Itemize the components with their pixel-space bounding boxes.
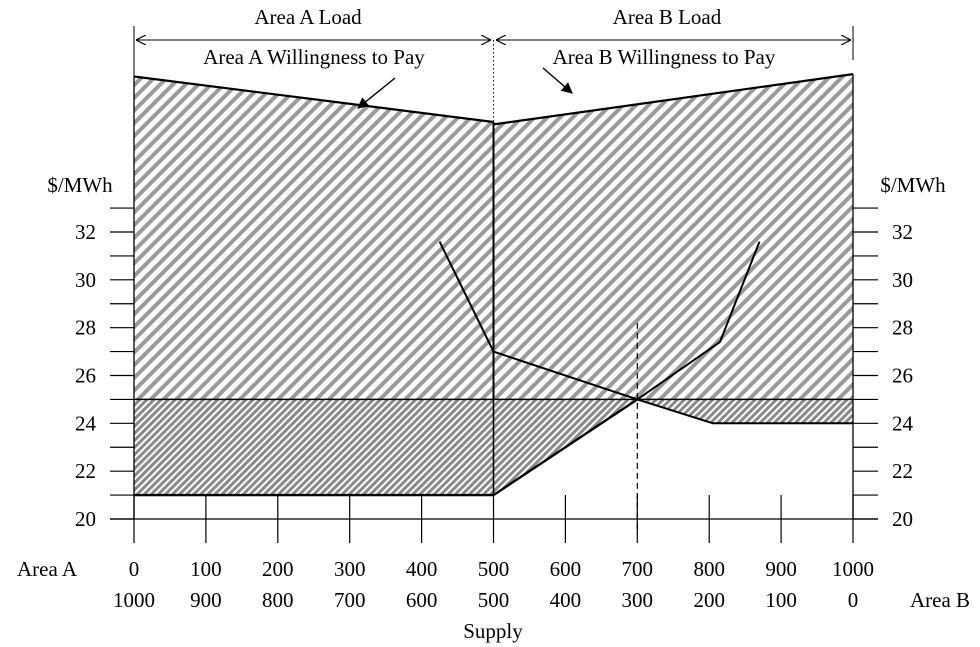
x-tick-label-area-b: 900 [190, 588, 222, 612]
right-y-tick-label: 32 [892, 220, 913, 244]
x-axis-label: Supply [463, 619, 523, 643]
series-line-2 [493, 73, 854, 126]
x-tick-label-area-b: 0 [848, 588, 859, 612]
left-y-tick-label: 30 [75, 268, 96, 292]
area-a-wtp-label: Area A Willingness to Pay [203, 45, 425, 69]
x-tick-label-area-b: 1000 [113, 588, 155, 612]
right-y-tick-label: 24 [892, 411, 914, 435]
x-tick-label-area-a: 500 [478, 557, 510, 581]
x-tick-label-area-a: 300 [334, 557, 366, 581]
right-y-tick-label: 30 [892, 268, 913, 292]
x-tick-label-area-a: 0 [129, 557, 140, 581]
area-b-load-label: Area B Load [613, 5, 722, 29]
series-lines [133, 73, 854, 497]
annotations: Area A Load Area B Load Area A Willingne… [133, 5, 854, 109]
area-b-supply-region [637, 399, 853, 424]
x-tick-label-area-b: 700 [334, 588, 366, 612]
left-y-tick-label: 28 [75, 316, 96, 340]
area-a-load-label: Area A Load [254, 5, 362, 29]
left-y-axis-label: $/MWh [47, 173, 113, 197]
left-y-tick-label: 24 [75, 411, 97, 435]
area-b-axis-label: Area B [910, 588, 970, 612]
x-tick-label-area-b: 100 [765, 588, 797, 612]
x-tick-label-area-a: 800 [693, 557, 725, 581]
series-line-1 [133, 75, 494, 124]
area-b-wtp-region [493, 74, 853, 400]
left-y-ticks: 20 22 24 26 28 30 32 [75, 207, 134, 531]
x-tick-label-area-a: 700 [622, 557, 654, 581]
area-a-axis-label: Area A [17, 557, 78, 581]
left-y-tick-label: 20 [75, 507, 96, 531]
x-tick-label-area-b: 400 [550, 588, 582, 612]
area-a-wtp-region [134, 76, 494, 400]
right-y-ticks: 20 22 24 26 28 30 32 [853, 207, 914, 531]
x-tick-label-area-a: 900 [765, 557, 797, 581]
x-tick-label-area-b: 200 [693, 588, 725, 612]
area-a-wtp-pointer-arrow [357, 77, 396, 109]
left-y-tick-label: 22 [75, 459, 96, 483]
x-tick-label-area-b: 500 [478, 588, 510, 612]
right-y-axis-label: $/MWh [880, 173, 946, 197]
left-y-tick-label: 32 [75, 220, 96, 244]
right-y-tick-label: 28 [892, 316, 913, 340]
right-y-tick-label: 26 [892, 364, 913, 388]
x-ticks: 0100010090020080030070040060050050060040… [113, 495, 874, 612]
shaded-regions [134, 74, 853, 496]
area-b-wtp-pointer-arrow [542, 67, 573, 94]
x-tick-label-area-a: 400 [406, 557, 438, 581]
left-y-tick-label: 26 [75, 364, 96, 388]
x-tick-label-area-a: 100 [190, 557, 222, 581]
x-tick-label-area-a: 600 [550, 557, 582, 581]
x-tick-label-area-b: 600 [406, 588, 438, 612]
x-tick-label-area-b: 800 [262, 588, 294, 612]
series-line-3 [134, 398, 638, 497]
labels: $/MWh $/MWh Area A Area B Supply [17, 173, 970, 643]
x-tick-label-area-a: 200 [262, 557, 294, 581]
area-b-wtp-label: Area B Willingness to Pay [553, 45, 776, 69]
series-line-5 [636, 241, 761, 401]
x-tick-label-area-b: 300 [622, 588, 654, 612]
area-a-supply-region [134, 399, 638, 496]
right-y-tick-label: 20 [892, 507, 913, 531]
x-tick-label-area-a: 1000 [832, 557, 874, 581]
right-y-tick-label: 22 [892, 459, 913, 483]
